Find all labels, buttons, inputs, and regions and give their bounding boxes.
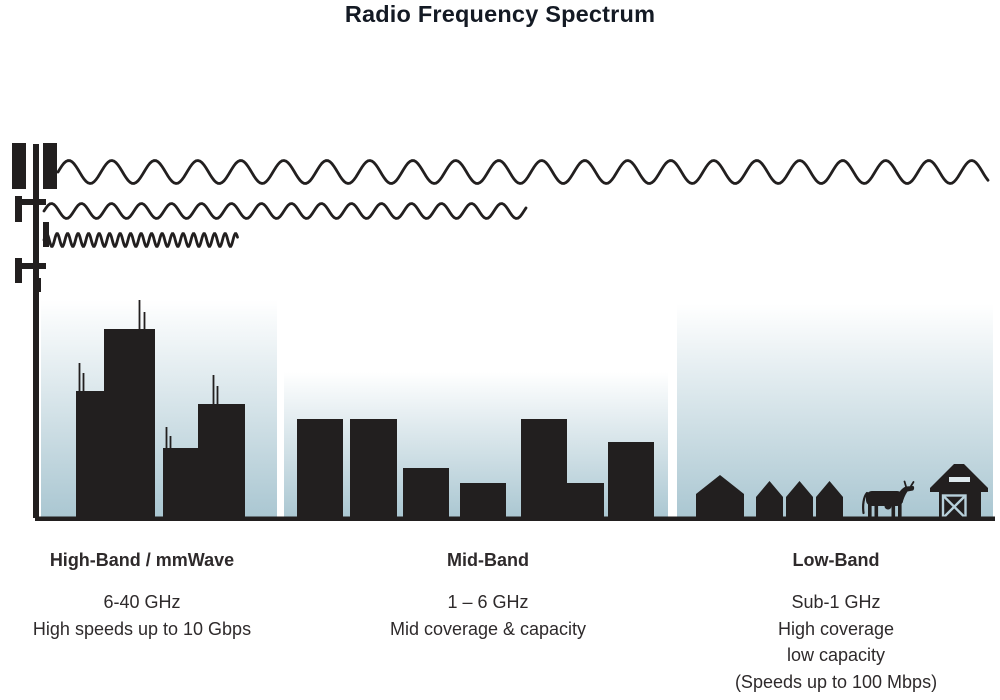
building [350,419,397,520]
house-icon [756,481,783,520]
building [608,442,654,520]
skyscraper [76,391,104,520]
band-detail: low capacity [786,645,886,666]
tower-crossarm [17,263,46,269]
antenna-panel [12,143,26,189]
band-name: Mid-Band [447,550,529,570]
skyscraper [163,448,198,520]
band-detail: (Speeds up to 100 Mbps) [734,672,938,693]
cell-tower-icon [12,143,57,518]
band-name: High-Band / mmWave [49,550,235,570]
farm-scene [696,464,988,520]
band-detail: Sub-1 GHz [791,592,881,612]
tower-crossarm [17,199,46,205]
building [460,483,506,520]
building [297,419,343,520]
building [567,483,604,520]
building [521,419,567,520]
band-detail: High speeds up to 10 Gbps [32,618,252,639]
barn-icon [930,464,988,520]
rooftop-antenna-icon [138,300,146,329]
band-label-high: High-Band / mmWave 6-40 GHz High speeds … [2,550,282,642]
band-detail: High coverage [777,618,895,639]
house-icon [816,481,843,520]
band-detail: 6-40 GHz [103,592,181,612]
rooftop-antenna-icon [212,375,219,404]
building [403,468,449,520]
band-label-low: Low-Band Sub-1 GHz High coverage low cap… [686,550,986,696]
house-icon [696,475,744,520]
spectrum-illustration [12,143,995,521]
band-detail: Mid coverage & capacity [389,618,587,639]
antenna-panel [43,143,57,189]
tower-pole [33,144,39,518]
page-title: Radio Frequency Spectrum [344,1,656,27]
antenna-panel [37,278,41,292]
skyscraper [104,329,155,520]
wave-high-band [42,232,239,248]
rooftop-antenna-icon [165,427,172,448]
midrise-buildings [297,419,654,520]
cow-icon [862,480,915,518]
antenna-panel [15,196,22,222]
house-icon [786,481,813,520]
rooftop-antenna-icon [78,363,85,391]
antenna-panel [15,258,22,283]
ground-line [35,516,995,521]
wave-mid-band [42,202,528,220]
band-label-mid: Mid-Band 1 – 6 GHz Mid coverage & capaci… [348,550,628,642]
band-name: Low-Band [792,550,880,570]
band-detail: 1 – 6 GHz [447,592,529,612]
wave-low-band [56,159,990,185]
city-skyline [76,300,245,520]
skyscraper [198,404,245,520]
